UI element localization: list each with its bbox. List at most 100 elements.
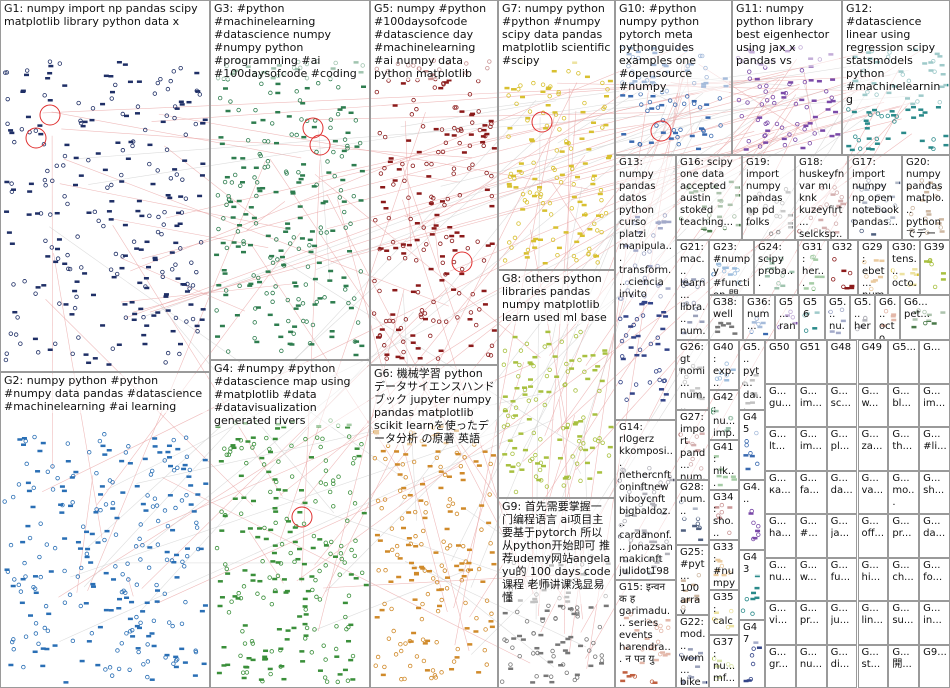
node	[744, 442, 749, 448]
node	[310, 587, 315, 593]
node	[502, 611, 508, 615]
node	[133, 544, 139, 549]
edge	[804, 85, 820, 136]
node	[545, 104, 551, 107]
group-box: G6: 機械学習 python データサイエンスハンドブック jupyter n…	[370, 365, 498, 688]
node	[175, 447, 181, 451]
node	[489, 611, 494, 616]
node	[72, 305, 78, 311]
node	[635, 334, 641, 338]
node	[95, 541, 101, 544]
node	[346, 593, 352, 598]
node	[256, 275, 261, 281]
node	[230, 216, 236, 219]
node	[262, 525, 267, 531]
node	[436, 149, 441, 155]
node	[538, 192, 544, 197]
node	[294, 132, 299, 138]
group-box: G9...	[919, 644, 950, 688]
node	[116, 607, 122, 610]
node	[242, 569, 248, 572]
node	[203, 482, 209, 485]
node	[284, 638, 290, 641]
node	[440, 149, 446, 155]
node	[255, 535, 261, 539]
node	[352, 296, 357, 301]
node	[168, 78, 173, 84]
group-label: G29: ebet... num... pra...	[862, 242, 885, 294]
node	[483, 134, 488, 139]
group-label: G19: import numpy pandas np pd folks	[746, 157, 792, 229]
node	[421, 247, 426, 253]
node	[182, 463, 188, 467]
node	[757, 84, 762, 89]
node	[524, 619, 530, 624]
node	[599, 379, 605, 383]
node	[225, 349, 231, 354]
node	[530, 681, 536, 684]
node	[431, 318, 436, 323]
node	[354, 340, 360, 343]
node	[375, 336, 381, 339]
node	[30, 505, 36, 509]
node	[631, 322, 636, 328]
group-label: G51	[799, 342, 824, 354]
node	[820, 129, 826, 132]
node	[109, 200, 115, 203]
node	[577, 435, 583, 438]
node	[872, 108, 878, 112]
node	[918, 114, 924, 117]
node	[145, 493, 150, 498]
node	[565, 422, 571, 428]
node	[717, 96, 722, 101]
node	[94, 471, 99, 476]
node	[408, 561, 414, 565]
node	[342, 601, 348, 605]
node	[520, 191, 526, 197]
node	[270, 260, 276, 266]
node	[44, 647, 50, 651]
node	[520, 208, 526, 211]
node	[231, 205, 237, 209]
node	[46, 612, 52, 616]
node	[293, 284, 299, 288]
node	[77, 547, 83, 550]
node	[676, 142, 681, 147]
node	[467, 166, 472, 171]
node	[111, 275, 117, 279]
node	[459, 578, 465, 583]
node	[123, 114, 129, 118]
node	[341, 149, 347, 153]
node	[337, 195, 342, 200]
node	[603, 210, 609, 216]
node	[607, 79, 613, 83]
node	[587, 227, 593, 231]
node	[164, 557, 170, 563]
node	[412, 598, 418, 601]
node	[119, 641, 124, 646]
node	[222, 179, 228, 185]
node	[548, 660, 554, 664]
node	[540, 82, 546, 87]
node	[108, 75, 114, 78]
node	[577, 200, 583, 204]
group-box: G37: nu... mf...	[709, 635, 739, 688]
node	[348, 658, 354, 662]
node	[272, 577, 278, 581]
node	[106, 210, 112, 213]
node	[718, 123, 723, 128]
node	[383, 456, 388, 462]
node	[439, 563, 444, 568]
node	[726, 322, 732, 325]
node	[459, 562, 465, 565]
node	[149, 632, 155, 635]
group-label: G... lin...	[861, 603, 886, 627]
node	[452, 125, 457, 131]
node	[489, 242, 495, 246]
node	[629, 392, 635, 395]
node	[109, 96, 114, 101]
node	[13, 332, 19, 337]
group-label: G... za...	[861, 429, 886, 453]
group-label: G20: numpy pandas matplo... python でデータ.…	[906, 157, 947, 239]
group-label: G... ja...	[830, 516, 855, 540]
